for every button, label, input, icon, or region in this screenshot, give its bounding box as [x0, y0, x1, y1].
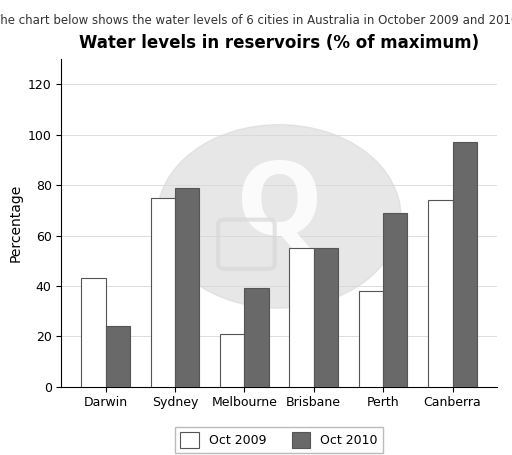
Bar [105, 326, 130, 387]
Legend: Oct 2009, Oct 2010: Oct 2009, Oct 2010 [175, 427, 383, 453]
Bar [453, 142, 477, 387]
Y-axis label: Percentage: Percentage [8, 184, 23, 262]
Bar [359, 291, 383, 387]
Title: Water levels in reservoirs (% of maximum): Water levels in reservoirs (% of maximum… [79, 34, 479, 52]
Bar [81, 278, 105, 387]
Bar [220, 334, 244, 387]
Bar [428, 200, 453, 387]
Bar [244, 288, 269, 387]
Circle shape [157, 125, 401, 308]
Bar [175, 187, 199, 387]
Bar [314, 248, 338, 387]
Bar [151, 198, 175, 387]
Text: Q: Q [237, 158, 322, 255]
Bar [383, 213, 408, 387]
Text: The chart below shows the water levels of 6 cities in Australia in October 2009 : The chart below shows the water levels o… [0, 14, 512, 27]
Bar [289, 248, 314, 387]
